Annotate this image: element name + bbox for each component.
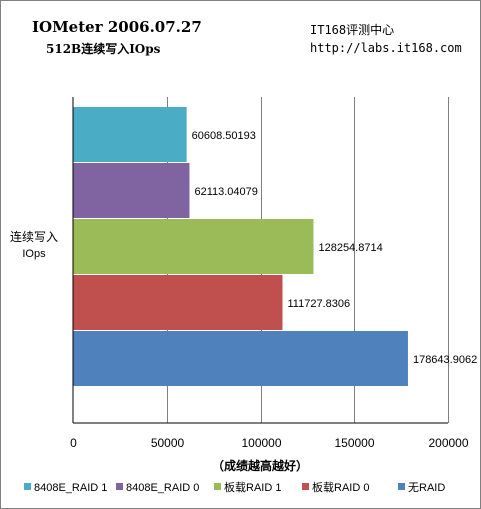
legend-entry: 板载RAID 0 [312, 480, 369, 494]
bar [73, 275, 283, 330]
chart-title: IOMeter 2006.07.27 [32, 18, 202, 36]
x-tick-labels: 0 50000 100000 150000 200000 [70, 436, 469, 450]
bar [73, 331, 408, 386]
data-label: 128254.8714 [318, 242, 382, 254]
legend-entry: 无RAID [408, 482, 445, 494]
bar [73, 163, 190, 218]
data-label: 62113.04079 [194, 186, 257, 198]
legend: 8408E_RAID 1 8408E_RAID 0 板载RAID 1 板载RAID 0… [24, 480, 445, 494]
data-label: 111727.8306 [287, 298, 350, 310]
bar [73, 219, 314, 274]
data-label: 60608.50193 [192, 130, 256, 142]
category-label-line-2: IOps [22, 248, 46, 260]
legend-entry: 8408E_RAID 0 [126, 482, 199, 494]
category-label-line-1: 连续写入 [10, 229, 58, 244]
x-tick-label: 50000 [151, 436, 185, 450]
data-label: 178643.9062 [413, 354, 477, 366]
bars [73, 107, 408, 386]
data-labels: 60608.50193 62113.04079 128254.8714 111727.… [192, 130, 478, 366]
x-tick-label: 0 [70, 436, 77, 450]
x-tick-label: 150000 [334, 436, 374, 450]
legend-swatch [116, 483, 123, 490]
legend-swatch [398, 483, 405, 490]
bar [73, 107, 187, 162]
legend-swatch [214, 483, 221, 490]
chart-subtitle: 512B连续写入IOps [46, 41, 161, 56]
legend-swatch [302, 483, 309, 490]
source-url: http://labs.it168.com [310, 41, 462, 55]
x-tick-label: 200000 [428, 436, 468, 450]
source-label: IT168评测中心 [310, 22, 394, 37]
x-axis-title: （成绩越高越好） [212, 458, 308, 473]
legend-entry: 板载RAID 1 [224, 480, 281, 494]
x-tick-label: 100000 [241, 436, 281, 450]
legend-swatch [24, 483, 31, 490]
legend-entry: 8408E_RAID 1 [34, 482, 107, 494]
